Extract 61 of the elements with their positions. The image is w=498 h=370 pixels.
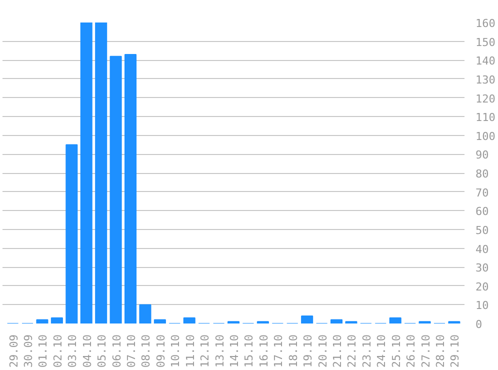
y-tick-label: 110 bbox=[476, 111, 496, 124]
x-tick-label: 29.10 bbox=[448, 334, 462, 368]
x-tick-label: 10.10 bbox=[169, 334, 182, 368]
x-tick-label: 23.10 bbox=[360, 334, 374, 368]
y-tick-label: 20 bbox=[476, 280, 489, 294]
x-tick-label: 07.10 bbox=[125, 334, 138, 368]
y-tick-label: 80 bbox=[476, 168, 489, 180]
y-tick-label: 120 bbox=[476, 92, 496, 106]
bar bbox=[183, 317, 196, 324]
y-tick-label: 90 bbox=[476, 148, 489, 162]
y-tick-label: 140 bbox=[476, 54, 496, 68]
x-tick-label: 01.10 bbox=[36, 334, 50, 368]
y-tick-label: 70 bbox=[476, 186, 489, 200]
x-tick-label: 30.09 bbox=[22, 334, 36, 368]
y-tick-label: 30 bbox=[476, 262, 489, 275]
x-tick-label: 22.10 bbox=[346, 334, 359, 368]
x-tick-label: 04.10 bbox=[80, 334, 94, 368]
bar bbox=[301, 315, 314, 324]
x-tick-label: 20.10 bbox=[316, 334, 330, 368]
x-tick-label: 09.10 bbox=[154, 334, 168, 368]
x-tick-label: 02.10 bbox=[51, 334, 64, 368]
x-tick-label: 11.10 bbox=[184, 334, 197, 368]
bar bbox=[50, 317, 63, 324]
x-tick-label: 03.10 bbox=[66, 334, 80, 368]
bar bbox=[389, 317, 402, 324]
x-tick-label: 29.09 bbox=[7, 334, 20, 368]
bar bbox=[124, 54, 137, 324]
x-tick-label: 14.10 bbox=[228, 334, 241, 368]
x-tick-label: 12.10 bbox=[198, 334, 212, 368]
y-tick-label: 10 bbox=[476, 299, 489, 312]
y-tick-label: 40 bbox=[476, 242, 489, 256]
x-tick-label: 26.10 bbox=[404, 334, 418, 368]
x-tick-label: 28.10 bbox=[434, 334, 447, 368]
bar bbox=[330, 319, 343, 324]
bar bbox=[36, 319, 48, 324]
x-tick-label: 24.10 bbox=[375, 334, 388, 368]
bar bbox=[139, 304, 152, 324]
bar bbox=[154, 319, 166, 324]
x-tick-label: 27.10 bbox=[419, 334, 432, 368]
x-tick-label: 25.10 bbox=[390, 334, 403, 368]
y-tick-label: 60 bbox=[476, 205, 489, 218]
y-tick-label: 150 bbox=[476, 36, 496, 49]
x-tick-label: 19.10 bbox=[302, 334, 315, 368]
y-tick-label: 160 bbox=[476, 17, 496, 30]
y-tick-label: 100 bbox=[476, 130, 496, 143]
bar bbox=[80, 22, 92, 324]
y-tick-label: 0 bbox=[476, 318, 482, 331]
x-tick-label: 17.10 bbox=[272, 334, 286, 368]
bar bbox=[110, 56, 122, 324]
x-tick-label: 21.10 bbox=[330, 334, 344, 368]
x-tick-label: 18.10 bbox=[286, 334, 300, 368]
bar bbox=[95, 22, 108, 324]
x-tick-label: 08.10 bbox=[140, 334, 153, 368]
x-tick-label: 16.10 bbox=[257, 334, 270, 368]
bar bbox=[66, 144, 78, 324]
y-tick-label: 50 bbox=[476, 224, 489, 237]
x-tick-label: 06.10 bbox=[110, 334, 124, 368]
y-tick-label: 130 bbox=[476, 73, 496, 86]
x-tick-label: 13.10 bbox=[213, 334, 226, 368]
x-tick-label: 05.10 bbox=[96, 334, 109, 368]
x-tick-label: 15.10 bbox=[242, 334, 256, 368]
